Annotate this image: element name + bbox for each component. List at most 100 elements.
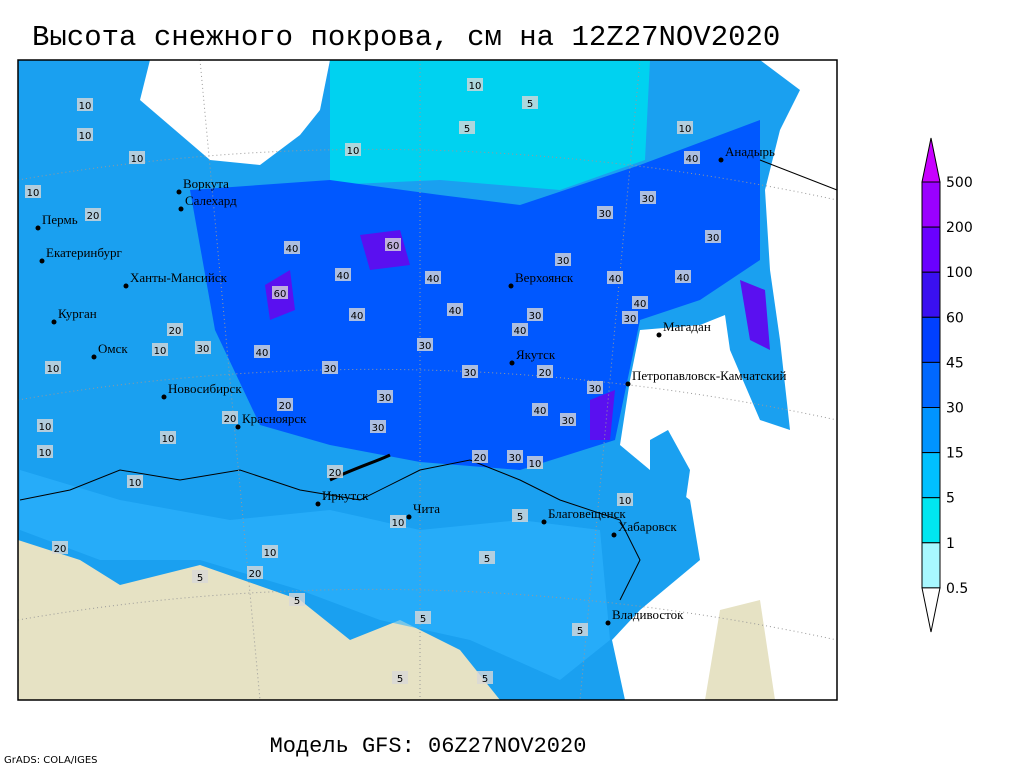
- city-dot: [235, 424, 241, 430]
- colorbar-segment: [921, 271, 941, 318]
- contour-label: 40: [337, 271, 350, 282]
- contour-label: 10: [154, 346, 167, 357]
- contour-label: 30: [624, 314, 637, 325]
- contour-label: 30: [197, 344, 210, 355]
- barents-sea: [140, 60, 330, 165]
- contour-label: 40: [609, 274, 622, 285]
- contour-label: 10: [469, 81, 482, 92]
- date-line: [759, 159, 838, 191]
- contour-label-box: [632, 296, 648, 309]
- colorbar-segment: [921, 226, 941, 273]
- contour-label-box: [222, 411, 238, 424]
- contour-label: 30: [562, 416, 575, 427]
- contour-label: 10: [162, 434, 175, 445]
- contour-label-box: [677, 121, 693, 134]
- contour-label-box: [335, 268, 351, 281]
- city-label: Верхоянск: [515, 270, 574, 285]
- contour-label-box: [587, 381, 603, 394]
- contour-label: 20: [249, 569, 262, 580]
- contour-label-box: [447, 303, 463, 316]
- contour-label-box: [705, 230, 721, 243]
- contour-label-box: [512, 509, 528, 522]
- city-dot: [625, 381, 631, 387]
- colorbar-label: 15: [946, 446, 964, 462]
- contour-label: 10: [131, 154, 144, 165]
- contour-label: 40: [686, 154, 699, 165]
- contour-label: 30: [509, 453, 522, 464]
- contour-label-box: [507, 450, 523, 463]
- contour-label-box: [472, 450, 488, 463]
- colorbar-label: 500: [946, 175, 973, 191]
- colorbar-segment: [921, 181, 941, 228]
- contour-label: 10: [392, 518, 405, 529]
- contour-label: 5: [397, 674, 403, 685]
- city-dot: [35, 225, 41, 231]
- contour-label-box: [477, 671, 493, 684]
- colorbar: 500 200 100 60 45 30 15 5 1 0.5: [921, 137, 973, 633]
- city-dot: [176, 189, 182, 195]
- contour-label: 30: [599, 209, 612, 220]
- contour-label-box: [425, 271, 441, 284]
- contour-label-box: [25, 185, 41, 198]
- contour-label: 5: [464, 124, 470, 135]
- city-dot: [315, 501, 321, 507]
- colorbar-segment: [921, 407, 941, 454]
- contour-label: 20: [329, 468, 342, 479]
- city-dot: [39, 258, 45, 264]
- city-label: Салехард: [185, 193, 237, 208]
- map-frame: [17, 59, 838, 701]
- contour-label-box: [85, 208, 101, 221]
- city-label: Иркутск: [322, 488, 369, 503]
- city-label: Омск: [98, 341, 128, 356]
- city-label: Воркута: [183, 176, 229, 191]
- contour-label-box: [572, 623, 588, 636]
- contour-label-box: [417, 338, 433, 351]
- contour-label: 40: [286, 244, 299, 255]
- contour-label-box: [37, 419, 53, 432]
- graticule: [17, 59, 838, 701]
- city-label: Петропавловск-Камчатский: [632, 368, 787, 383]
- colorbar-segment: [921, 497, 941, 544]
- contour-label-box: [37, 445, 53, 458]
- model-label: Модель GFS: 06Z27NOV2020: [270, 734, 587, 759]
- contour-label-box: [272, 286, 288, 299]
- contour-label-box: [247, 566, 263, 579]
- contour-label: 30: [642, 194, 655, 205]
- city-label: Ханты-Мансийск: [130, 270, 228, 285]
- contour-label-box: [77, 98, 93, 111]
- contour-label: 10: [529, 459, 542, 470]
- contour-label: 30: [372, 423, 385, 434]
- city-dot: [605, 620, 611, 626]
- city-label: Благовещенск: [548, 506, 626, 521]
- city-label: Новосибирск: [168, 381, 242, 396]
- contour-label-box: [195, 341, 211, 354]
- contour-label-box: [152, 343, 168, 356]
- deep-snow-region: [190, 120, 760, 470]
- city-label: Курган: [58, 306, 97, 321]
- contour-label: 10: [679, 124, 692, 135]
- contour-label: 20: [279, 401, 292, 412]
- colorbar-label: 30: [946, 401, 964, 417]
- contour-label: 10: [39, 448, 52, 459]
- city-dot: [51, 319, 57, 325]
- contour-label-box: [415, 611, 431, 624]
- contour-label: 5: [517, 512, 523, 523]
- colorbar-label: 60: [946, 310, 964, 326]
- city-label: Владивосток: [612, 607, 684, 622]
- city-label: Екатеринбург: [46, 245, 122, 260]
- contour-label-box: [512, 323, 528, 336]
- contour-label: 20: [539, 368, 552, 379]
- contour-label-box: [537, 365, 553, 378]
- city-dot: [123, 283, 129, 289]
- contour-label: 30: [464, 368, 477, 379]
- contour-label: 10: [79, 101, 92, 112]
- contour-label-box: [555, 253, 571, 266]
- colorbar-segment: [921, 316, 941, 363]
- city-dot: [406, 514, 412, 520]
- contour-label: 10: [79, 131, 92, 142]
- map-title: Высота снежного покрова, см на 12Z27NOV2…: [32, 21, 780, 54]
- contour-label-box: [349, 308, 365, 321]
- contour-label-box: [560, 413, 576, 426]
